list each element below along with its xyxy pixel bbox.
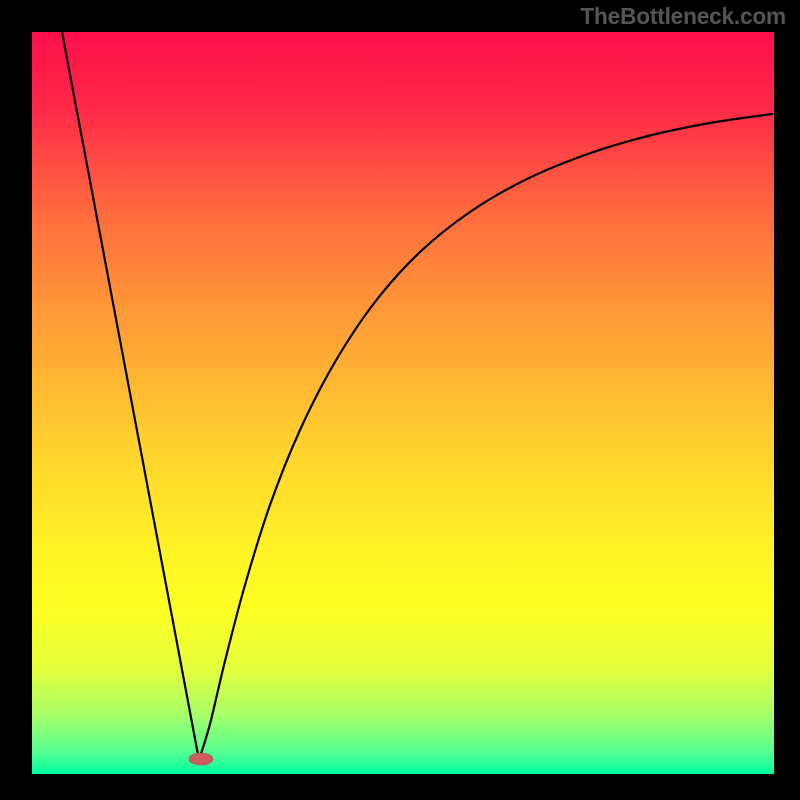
plot-background [32,32,774,774]
chart-svg [0,0,800,800]
watermark-text: TheBottleneck.com [580,3,786,30]
bottleneck-chart: TheBottleneck.com [0,0,800,800]
optimal-marker [189,753,213,765]
